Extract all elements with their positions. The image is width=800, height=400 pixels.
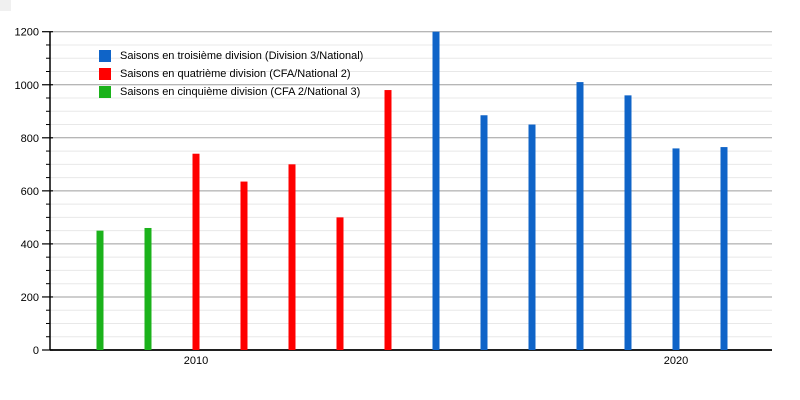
bar-2017 — [528, 124, 536, 350]
y-axis-tick-label: 600 — [21, 186, 39, 198]
legend-swatch-red — [99, 68, 111, 80]
bar-2015 — [432, 31, 440, 350]
legend-item-division4: Saisons en quatrième division (CFA/Natio… — [99, 65, 363, 83]
x-axis-tick-label: 2020 — [664, 355, 688, 367]
legend-label: Saisons en quatrième division (CFA/Natio… — [120, 68, 351, 80]
legend-label: Saisons en cinquième division (CFA 2/Nat… — [120, 86, 361, 98]
bar-2011 — [240, 181, 248, 350]
bar-2008 — [96, 230, 104, 350]
corner-artifact — [0, 0, 11, 11]
y-axis-tick-label: 400 — [21, 239, 39, 251]
bar-2010 — [192, 153, 200, 350]
bar-2016 — [480, 115, 488, 350]
legend-swatch-blue — [99, 50, 111, 62]
bar-2014 — [384, 90, 392, 351]
legend-swatch-green — [99, 86, 111, 98]
y-axis-tick-label: 800 — [21, 133, 39, 145]
y-axis-tick-label: 0 — [33, 345, 39, 357]
legend-item-division3: Saisons en troisième division (Division … — [99, 47, 363, 65]
y-axis-tick-label: 1000 — [15, 80, 39, 92]
bar-2013 — [336, 217, 344, 350]
y-axis-tick-label: 200 — [21, 292, 39, 304]
bar-2021 — [720, 147, 728, 350]
bar-2019 — [624, 95, 632, 350]
legend-label: Saisons en troisième division (Division … — [120, 50, 364, 62]
chart-legend: Saisons en troisième division (Division … — [99, 47, 363, 101]
bar-2018 — [576, 82, 584, 350]
x-axis-tick-label: 2010 — [184, 355, 208, 367]
bar-2020 — [672, 148, 680, 350]
legend-item-division5: Saisons en cinquième division (CFA 2/Nat… — [99, 83, 363, 101]
bar-2009 — [144, 227, 152, 350]
bar-2012 — [288, 164, 296, 350]
y-axis-tick-label: 1200 — [15, 27, 39, 39]
